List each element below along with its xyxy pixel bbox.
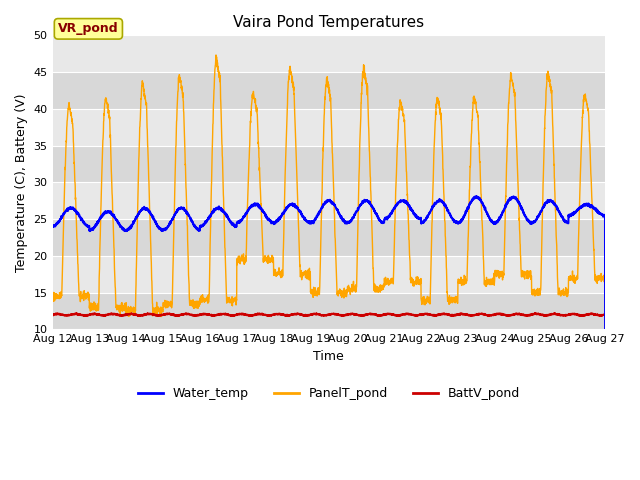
Bar <box>52 109 605 145</box>
Bar <box>52 293 605 329</box>
Bar <box>52 36 605 72</box>
Bar <box>52 219 605 256</box>
Bar <box>52 182 605 219</box>
Bar <box>52 256 605 293</box>
Legend: Water_temp, PanelT_pond, BattV_pond: Water_temp, PanelT_pond, BattV_pond <box>132 383 525 406</box>
X-axis label: Time: Time <box>314 350 344 363</box>
Y-axis label: Temperature (C), Battery (V): Temperature (C), Battery (V) <box>15 93 28 272</box>
Text: VR_pond: VR_pond <box>58 23 118 36</box>
Bar <box>52 145 605 182</box>
Title: Vaira Pond Temperatures: Vaira Pond Temperatures <box>234 15 424 30</box>
Bar <box>52 72 605 109</box>
